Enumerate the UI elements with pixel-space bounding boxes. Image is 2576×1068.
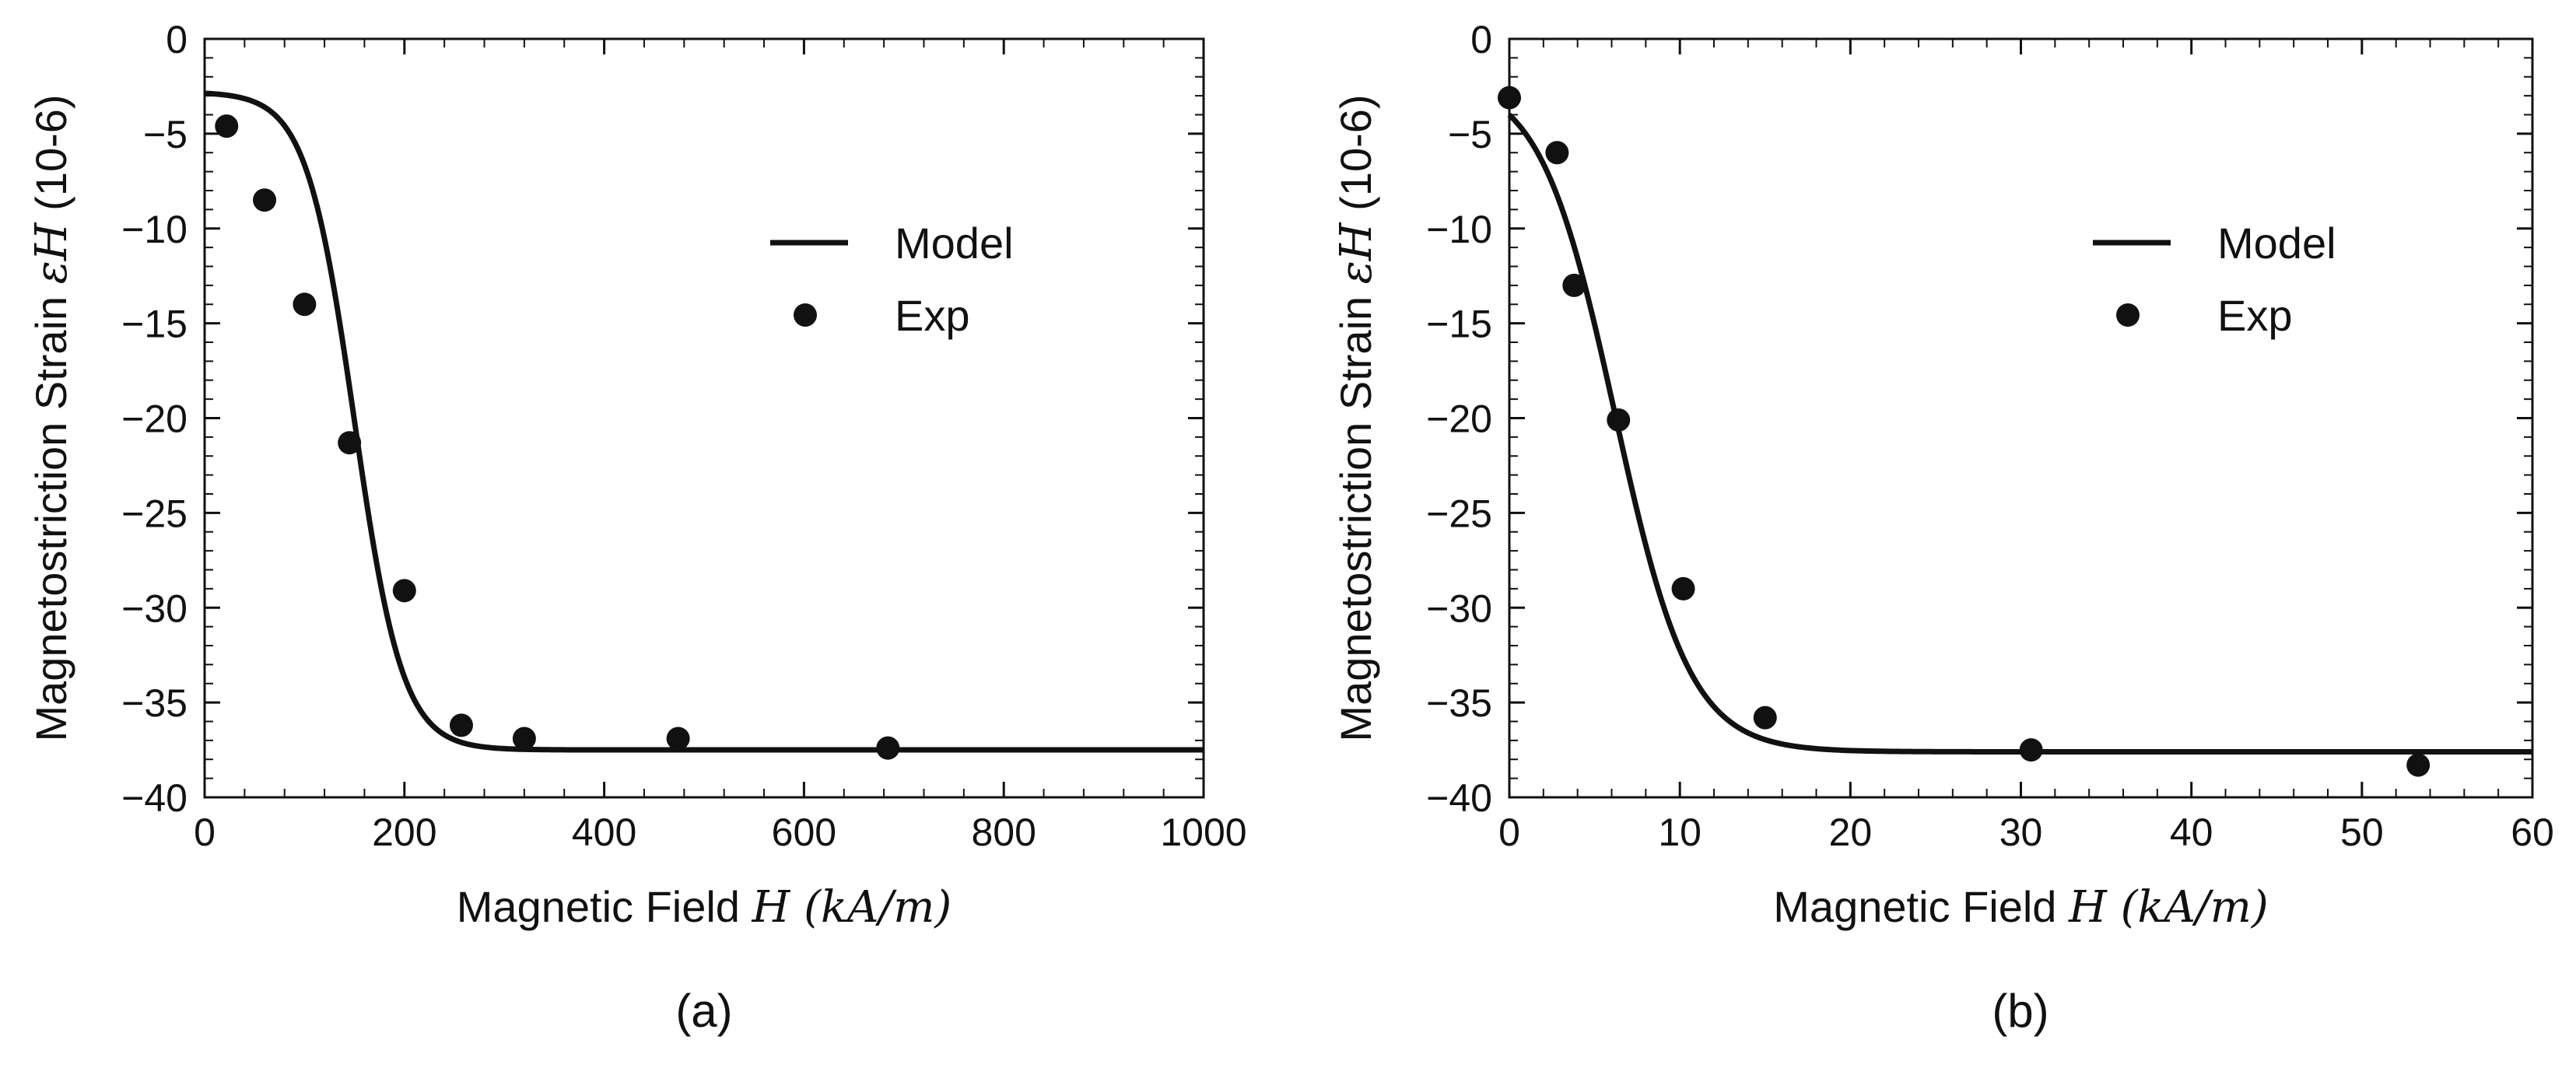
chart-b-x-axis-label-var: H [2068,882,2108,933]
chart-a-y-tick-label: −40 [121,776,188,820]
chart-b-x-axis-label-unit: (kA/m) [2107,882,2269,933]
chart-a-panel-label: (a) [675,985,732,1037]
chart-b-exp-point [1562,273,1586,297]
chart-b-y-tick-label: 0 [1470,18,1492,61]
chart-b-x-tick-label: 10 [1658,811,1702,854]
chart-b-exp-point [2406,753,2431,777]
chart-b-x-tick-label: 40 [2170,811,2213,854]
chart-a-y-tick-label: −10 [121,208,188,251]
chart-a-exp-point [253,188,277,212]
chart-b-y-tick-label: −10 [1426,208,1492,251]
chart-b-y-tick-label: −15 [1426,303,1492,346]
chart-a-x-tick-label: 0 [194,811,216,854]
chart-a-y-tick-label: −30 [121,587,188,630]
chart-a-legend-exp-label: Exp [895,291,970,340]
chart-b-x-axis-label-text: Magnetic Field [1773,882,2069,931]
chart-b-y-axis-label-text: Magnetostriction Strain [1331,284,1380,741]
chart-a-exp-point [666,727,690,751]
chart-a-x-axis-label-text: Magnetic Field [457,882,752,931]
chart-a-exp-point [449,713,473,737]
chart-a-y-tick-label: 0 [166,18,188,61]
chart-b-y-tick-label: −40 [1426,776,1492,820]
chart-b-exp-point [1607,408,1631,432]
chart-a-x-axis-label: Magnetic Field H (kA/m) [457,882,952,933]
chart-panel-b: 0 10 20 30 40 50 60 0 −5 −10 −15 −20 −25 −30 −35 −40 Mag… [1331,18,2554,1037]
chart-a-y-tick-label: −25 [121,492,188,535]
chart-b-exp-point [1545,141,1569,165]
chart-b-legend: Model Exp [2093,219,2336,340]
chart-b-y-tick-label: −30 [1426,587,1492,630]
chart-b-y-tick-label: −5 [1448,113,1492,156]
chart-b-x-tick-label: 20 [1829,811,1873,854]
chart-a-x-tick-label: 600 [772,811,836,854]
chart-b-x-tick-label: 30 [1999,811,2043,854]
chart-a-y-axis-label-var: εH [26,222,77,284]
chart-b-y-tick-label: −25 [1426,492,1492,535]
chart-a-y-tick-label: −5 [143,113,188,156]
chart-b-x-axis-label: Magnetic Field H (kA/m) [1773,882,2268,933]
chart-b-legend-model-label: Model [2217,219,2336,268]
chart-a-exp-point [293,292,317,317]
chart-a-y-tick-label: −35 [121,681,188,725]
chart-b-y-axis-label-unit: (10-6) [1331,94,1380,222]
chart-a-x-axis-label-var: H [752,882,791,933]
chart-b-legend-exp-label: Exp [2217,291,2293,340]
chart-b-panel-label: (b) [1992,985,2049,1037]
chart-b-exp-point [1498,86,1521,110]
chart-a-x-tick-label: 400 [572,811,636,854]
chart-b-exp-point [2019,738,2043,762]
chart-a-model-line [204,90,1204,753]
chart-a-exp-point [392,579,416,603]
chart-b-x-tick-label: 0 [1498,811,1520,854]
chart-a-y-axis-label: Magnetostriction Strain εH (10-6) [26,94,77,741]
chart-b-exp-point [1671,576,1695,601]
chart-b-y-tick-label: −20 [1426,397,1492,441]
chart-a-legend: Model Exp [770,219,1014,340]
chart-a-exp-point [876,736,900,760]
chart-b-exp-point [1753,706,1777,730]
chart-a-x-tick-label: 200 [372,811,436,854]
chart-a-exp-point [215,114,239,138]
chart-b-legend-exp-swatch [2116,303,2140,327]
chart-a-x-tick-label: 800 [971,811,1036,854]
chart-a-x-tick-label: 1000 [1160,811,1246,854]
chart-b-model-line [1507,113,2533,755]
chart-panel-a: 0 200 400 600 800 1000 0 −5 −10 −15 −20 −25 −30 −35 −4… [26,18,1247,1037]
chart-a-y-axis-label-unit: (10-6) [26,94,75,222]
chart-a-y-axis-label-text: Magnetostriction Strain [26,284,75,741]
chart-b-plot-frame [1508,37,2534,799]
chart-b-y-axis-label: Magnetostriction Strain εH (10-6) [1331,94,1382,741]
chart-a-legend-model-label: Model [895,219,1014,268]
chart-a-exp-point [338,431,362,455]
chart-b-x-tick-label: 50 [2340,811,2384,854]
chart-a-y-tick-label: −15 [121,303,188,346]
chart-b-x-tick-label: 60 [2511,811,2554,854]
chart-b-y-axis-label-var: εH [1331,222,1382,284]
chart-b-y-tick-label: −35 [1426,681,1492,725]
chart-a-y-tick-label: −20 [121,397,188,441]
chart-a-x-axis-label-unit: (kA/m) [790,882,952,933]
chart-a-exp-point [512,727,536,751]
chart-a-legend-exp-swatch [794,303,817,327]
